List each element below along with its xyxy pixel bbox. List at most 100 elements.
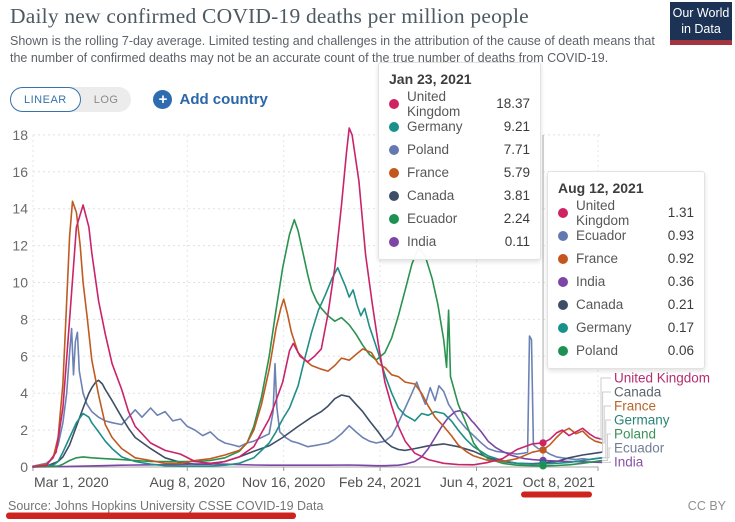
series-color-dot <box>389 190 399 201</box>
tooltip-country: Ecuador <box>576 228 627 243</box>
y-tick-label: 4 <box>20 385 28 401</box>
series-color-dot <box>558 276 568 287</box>
y-tick-label: 6 <box>20 348 28 364</box>
tooltip-rows: United Kingdom 18.37 Germany 9.21 Poland 7.71… <box>389 89 530 253</box>
tooltip-row: Germany 9.21 <box>389 115 530 138</box>
tooltip-value: 0.92 <box>667 251 694 266</box>
tooltip-value: 0.06 <box>667 343 694 358</box>
tooltip-country: United Kingdom <box>407 88 461 119</box>
series-color-dot <box>389 213 399 224</box>
tooltip-date: Aug 12, 2021 <box>558 180 644 196</box>
tooltip-value: 18.37 <box>496 96 530 111</box>
end-label-india: India <box>614 455 644 470</box>
source-line: Source: Johns Hopkins University CSSE CO… <box>8 499 324 513</box>
series-line-poland <box>32 219 603 468</box>
series-color-dot <box>558 299 568 310</box>
tooltip-country: Germany <box>407 119 463 134</box>
tooltip-country: Germany <box>576 320 632 335</box>
tooltip-row: Canada 3.81 <box>389 184 530 207</box>
series-color-dot <box>389 121 399 132</box>
x-tick-label: Oct 8, 2021 <box>523 474 596 490</box>
series-color-dot <box>389 144 399 155</box>
series-line-united-kingdom <box>32 127 603 468</box>
linear-scale-button[interactable]: LINEAR <box>10 87 81 112</box>
tooltip-country: Poland <box>576 343 619 358</box>
tooltip-country: France <box>407 165 450 180</box>
license-label: CC BY <box>687 499 726 513</box>
tooltip-date: Jan 23, 2021 <box>389 71 472 87</box>
tooltip-row: Ecuador 0.93 <box>558 224 694 247</box>
tooltip-row: France 5.79 <box>389 161 530 184</box>
series-line-france <box>32 200 603 468</box>
owid-logo[interactable]: Our World in Data <box>670 2 732 46</box>
add-country-button[interactable]: + Add country <box>153 90 268 109</box>
tooltip-row: Canada 0.21 <box>558 293 694 316</box>
tooltip-country: France <box>576 251 619 266</box>
add-country-label: Add country <box>179 91 268 108</box>
series-line-india <box>32 409 603 468</box>
tooltip-country: Ecuador <box>407 211 458 226</box>
tooltip-row: India 0.11 <box>389 230 530 253</box>
tooltip-value: 0.21 <box>667 297 694 312</box>
end-label-canada: Canada <box>614 385 662 400</box>
tooltip-rows: United Kingdom 1.31 Ecuador 0.93 France 0.92 I… <box>558 198 694 362</box>
leader-line <box>601 433 611 461</box>
page-subtitle: Shown is the rolling 7-day average. Limi… <box>10 34 655 65</box>
y-tick-label: 12 <box>12 238 28 254</box>
leader-line <box>600 377 611 440</box>
annotation-underline-oct8 <box>521 491 592 498</box>
y-tick-label: 8 <box>20 311 28 327</box>
series-color-dot <box>558 322 568 333</box>
series-color-dot <box>389 236 399 247</box>
tooltip-jan-23-2021: Jan 23, 2021 United Kingdom 18.37 Germany 9… <box>378 62 541 260</box>
tooltip-value: 0.93 <box>667 228 694 243</box>
tooltip-value: 9.21 <box>503 119 530 134</box>
leader-line <box>601 419 611 459</box>
y-tick-label: 18 <box>12 127 28 143</box>
tooltip-value: 1.31 <box>667 205 694 220</box>
x-tick-label: Nov 16, 2020 <box>242 474 325 490</box>
tooltip-country: Canada <box>407 188 455 203</box>
leader-line <box>601 405 611 444</box>
x-tick-label: Aug 8, 2020 <box>150 474 226 490</box>
log-scale-button[interactable]: LOG <box>81 87 132 112</box>
y-tick-label: 0 <box>20 459 28 475</box>
tooltip-row: Poland 0.06 <box>558 339 694 362</box>
page-title: Daily new confirmed COVID-19 deaths per … <box>10 4 529 28</box>
y-tick-label: 10 <box>12 275 28 291</box>
tooltip-value: 2.24 <box>503 211 530 226</box>
owid-logo-line2: in Data <box>681 21 721 36</box>
y-tick-label: 16 <box>12 164 28 180</box>
series-color-dot <box>558 253 568 264</box>
hover-marker-france <box>539 446 547 454</box>
tooltip-value: 0.17 <box>667 320 694 335</box>
series-line-ecuador <box>32 327 603 467</box>
leader-line <box>601 447 611 459</box>
tooltip-row: Germany 0.17 <box>558 316 694 339</box>
hover-marker-united-kingdom <box>539 439 547 447</box>
tooltip-country: India <box>407 234 437 249</box>
tooltip-value: 7.71 <box>503 142 530 157</box>
series-color-dot <box>558 230 568 241</box>
tooltip-country: Canada <box>576 297 624 312</box>
chart-controls: LINEAR LOG + Add country <box>10 87 268 112</box>
tooltip-value: 5.79 <box>503 165 530 180</box>
end-label-france: France <box>614 399 656 414</box>
hover-marker-poland <box>539 462 547 470</box>
plus-icon: + <box>153 90 173 109</box>
tooltip-row: India 0.36 <box>558 270 694 293</box>
leader-line <box>601 391 611 453</box>
tooltip-row: United Kingdom 18.37 <box>389 89 530 119</box>
tooltip-row: Ecuador 2.24 <box>389 207 530 230</box>
owid-logo-line1: Our World <box>672 6 730 20</box>
tooltip-aug-12-2021: Aug 12, 2021 United Kingdom 1.31 Ecuador 0.… <box>547 171 705 369</box>
end-label-ecuador: Ecuador <box>614 441 665 456</box>
y-tick-label: 2 <box>20 422 28 438</box>
tooltip-country: Poland <box>407 142 450 157</box>
x-tick-label: Mar 1, 2020 <box>34 474 109 490</box>
series-color-dot <box>389 98 399 109</box>
scale-toggle: LINEAR LOG <box>10 87 132 112</box>
series-color-dot <box>558 345 568 356</box>
